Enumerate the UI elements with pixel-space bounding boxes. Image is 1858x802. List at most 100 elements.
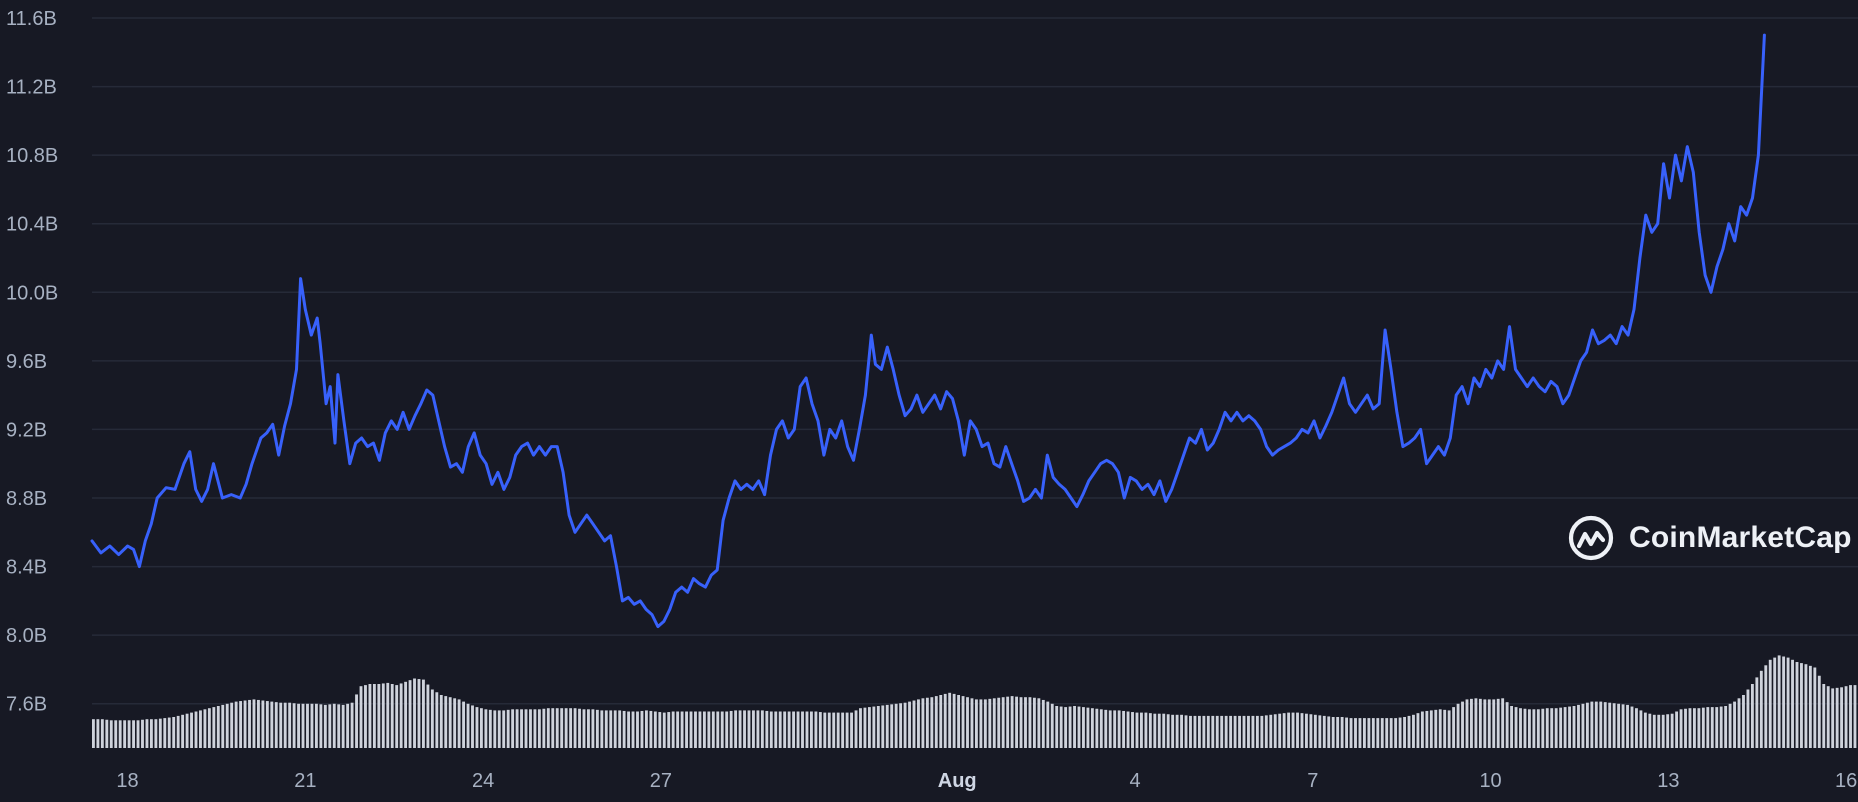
- volume-bar: [1648, 713, 1652, 748]
- volume-bar: [1046, 701, 1050, 748]
- volume-bar: [1197, 715, 1201, 748]
- volume-bar: [1813, 667, 1817, 748]
- x-tick-label: 24: [472, 770, 494, 792]
- volume-bar: [515, 709, 519, 748]
- volume-bar: [783, 711, 787, 748]
- volume-bar: [408, 680, 412, 748]
- volume-bar: [1376, 718, 1380, 748]
- volume-bar: [662, 712, 666, 748]
- volume-bar: [1247, 715, 1250, 748]
- volume-bar: [493, 710, 497, 748]
- volume-bar: [1305, 713, 1308, 748]
- volume-bar: [814, 711, 818, 748]
- volume-bar: [1327, 716, 1331, 748]
- y-tick-label: 9.2B: [6, 419, 47, 441]
- volume-bar: [314, 703, 318, 748]
- volume-bar: [805, 711, 809, 748]
- volume-bar: [752, 710, 755, 748]
- volume-bar: [1465, 699, 1469, 748]
- volume-bar: [230, 702, 234, 748]
- volume-bar: [769, 711, 773, 748]
- volume-bar: [850, 712, 853, 748]
- volume-bar: [1661, 714, 1665, 748]
- volume-bar: [988, 698, 992, 748]
- volume-bar: [301, 703, 305, 748]
- volume-bar: [694, 711, 697, 748]
- volume-bar: [756, 710, 760, 748]
- volume-bar: [600, 710, 604, 748]
- volume-bar: [836, 712, 840, 748]
- volume-bar: [881, 705, 885, 748]
- volume-bar: [502, 710, 506, 748]
- volume-bar: [1496, 698, 1500, 748]
- volume-bar: [207, 708, 211, 748]
- volume-bar: [948, 692, 952, 748]
- volume-bar: [1211, 715, 1215, 748]
- y-tick-label: 10.0B: [6, 282, 58, 304]
- volume-bar: [127, 720, 131, 748]
- volume-bar: [448, 697, 452, 748]
- volume-bar: [640, 710, 644, 748]
- volume-bar: [1362, 718, 1366, 748]
- volume-bar: [1541, 708, 1545, 748]
- volume-bar: [711, 711, 715, 748]
- volume-bar: [975, 699, 978, 748]
- volume-bar: [216, 706, 220, 748]
- volume-bar: [430, 689, 434, 748]
- volume-bar: [1140, 712, 1143, 748]
- volume-bar: [1728, 703, 1732, 748]
- volume-bar: [479, 708, 483, 748]
- y-tick-label: 10.8B: [6, 145, 58, 167]
- volume-bar: [560, 708, 564, 748]
- volume-bar: [1443, 709, 1447, 748]
- x-tick-label: 16: [1835, 770, 1857, 792]
- volume-bar: [1309, 714, 1313, 748]
- volume-bar: [234, 701, 238, 748]
- volume-bar: [283, 702, 287, 748]
- volume-bar: [252, 699, 256, 748]
- volume-bar: [930, 697, 934, 748]
- x-tick-label: Aug: [938, 770, 977, 792]
- volume-bar: [1104, 709, 1108, 748]
- volume-bar: [172, 717, 176, 748]
- volume-bar: [466, 703, 470, 748]
- volume-bar: [1184, 715, 1188, 748]
- volume-bar: [328, 704, 332, 748]
- volume-bar: [631, 711, 635, 748]
- volume-bar: [1831, 688, 1835, 748]
- volume-bar: [1318, 715, 1322, 748]
- volume-bar: [716, 711, 720, 748]
- volume-bar: [1612, 703, 1616, 748]
- volume-bar: [1791, 659, 1794, 748]
- volume-bar: [1175, 714, 1179, 748]
- volume-bar: [1670, 713, 1674, 748]
- volume-bar: [471, 705, 474, 748]
- volume-bar: [1255, 715, 1259, 748]
- volume-bar: [457, 699, 461, 748]
- volume-bar: [1131, 712, 1134, 748]
- volume-bar: [1429, 710, 1433, 748]
- volume-bar: [872, 706, 876, 748]
- volume-bar: [569, 708, 573, 748]
- volume-bar: [1238, 715, 1241, 748]
- volume-bar: [1652, 714, 1656, 748]
- volume-bar: [372, 684, 376, 748]
- volume-bar: [1229, 715, 1233, 748]
- volume-bar: [136, 720, 140, 748]
- volume-bar: [1853, 685, 1857, 748]
- y-tick-label: 7.6B: [6, 694, 47, 716]
- volume-bar: [185, 713, 189, 748]
- volume-bar: [1385, 718, 1389, 748]
- volume-bar: [1166, 714, 1170, 748]
- volume-bar: [595, 709, 599, 748]
- volume-bar: [1059, 706, 1063, 748]
- volume-bar: [939, 695, 943, 748]
- volume-bar: [221, 704, 225, 748]
- volume-bar: [1371, 718, 1375, 748]
- volume-bar: [1148, 713, 1152, 748]
- volume-bar: [529, 709, 532, 748]
- volume-bar: [1840, 687, 1844, 748]
- volume-bar: [1438, 709, 1442, 748]
- volume-bar: [1719, 706, 1723, 748]
- volume-bar: [163, 718, 167, 748]
